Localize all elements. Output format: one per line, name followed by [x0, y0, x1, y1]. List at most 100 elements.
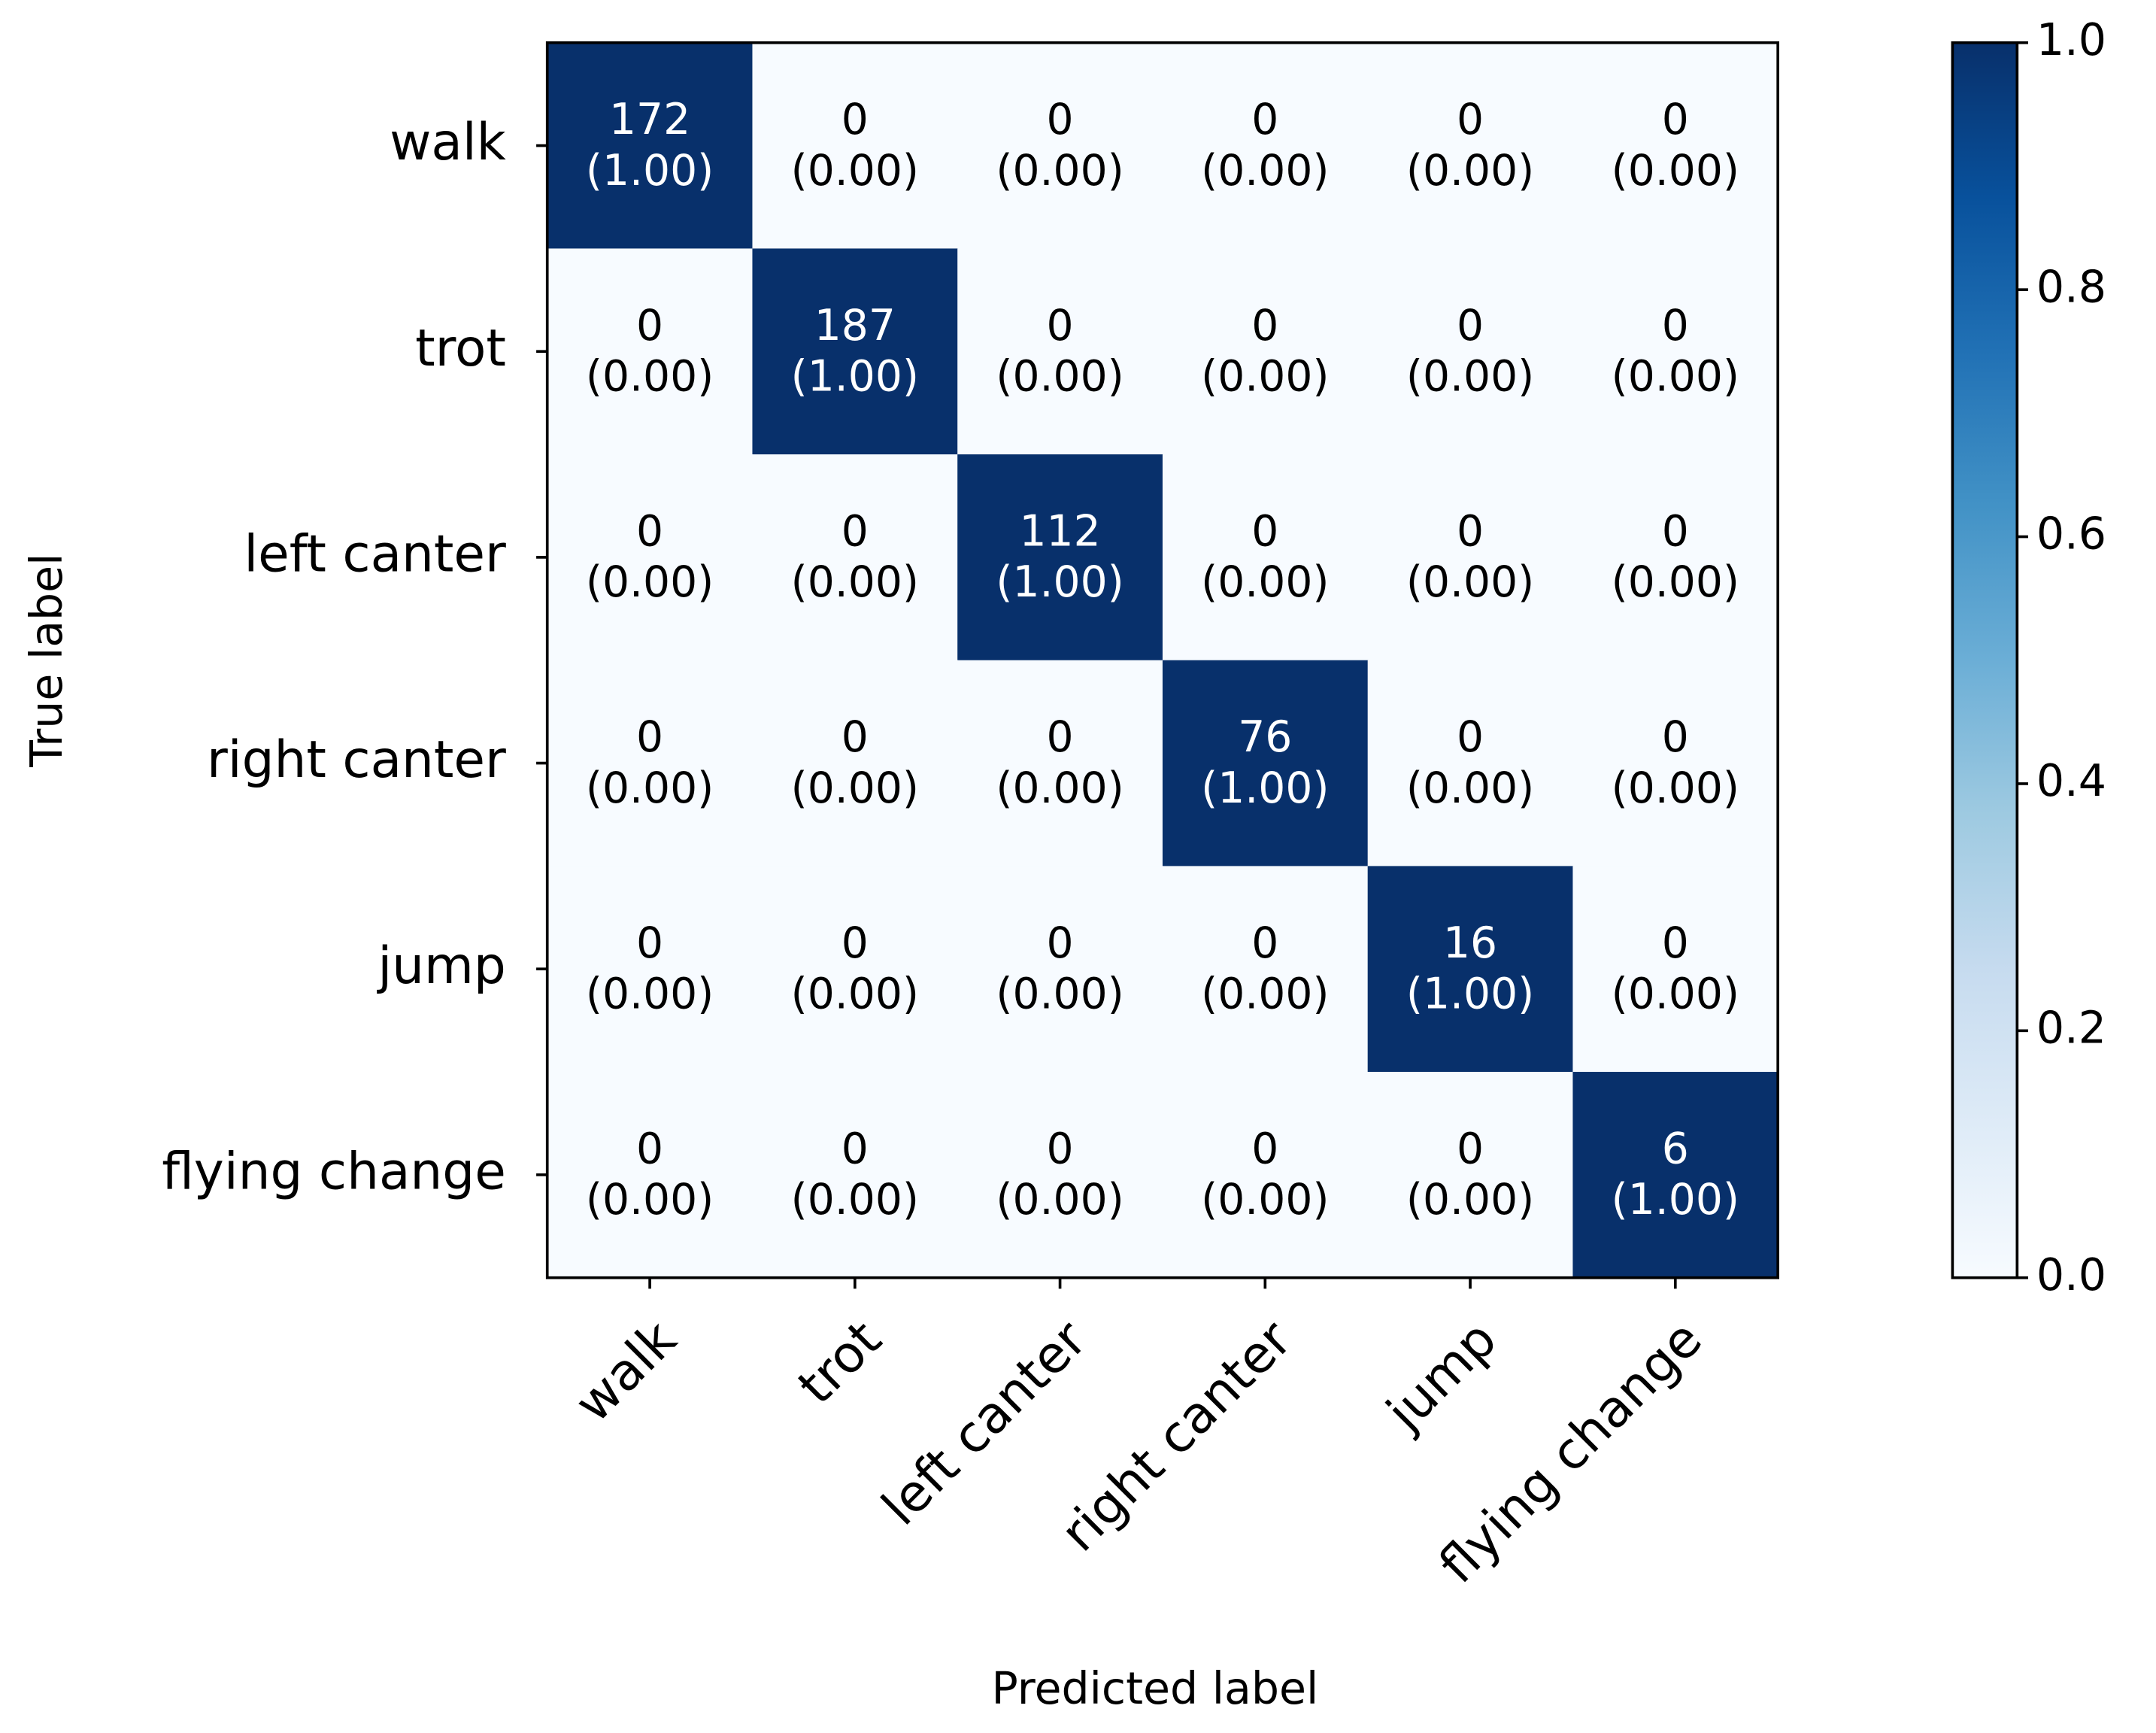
cell-value-label: (0.00): [1612, 763, 1739, 813]
cell-count: 0: [1251, 301, 1278, 351]
cell-count: 0: [1457, 301, 1484, 351]
cell-count: 0: [636, 712, 663, 762]
cell-value-label: (0.00): [1612, 557, 1739, 607]
cell-value-label: (0.00): [791, 763, 919, 813]
cell-count: 0: [1251, 506, 1278, 556]
y-tick-label: left canter: [244, 524, 506, 583]
colorbar-tick-label: 1.0: [2036, 14, 2106, 65]
cell-value-label: (0.00): [1201, 557, 1329, 607]
cell-count: 0: [1047, 1124, 1074, 1173]
cell-count: 0: [1047, 301, 1074, 351]
cell-count: 0: [1662, 506, 1689, 556]
cell-value-label: (1.00): [791, 351, 919, 401]
cell-value-label: (0.00): [791, 146, 919, 196]
cell: [957, 454, 1163, 661]
y-axis-label: True label: [21, 554, 72, 768]
cell-count: 0: [1047, 95, 1074, 144]
cell-count: 0: [841, 506, 869, 556]
cell: [1162, 660, 1369, 867]
cell-count: 0: [1662, 301, 1689, 351]
cell-value-label: (0.00): [1612, 146, 1739, 196]
colorbar-tick-label: 0.6: [2036, 508, 2106, 560]
cell-value-label: (1.00): [586, 146, 714, 196]
cell: [957, 866, 1163, 1073]
x-tick-label: jump: [1374, 1309, 1508, 1443]
cell: [1572, 1072, 1779, 1279]
cell-count: 0: [636, 1124, 663, 1173]
cell: [957, 1072, 1163, 1279]
cell-count: 0: [1662, 918, 1689, 968]
cell-value-label: (0.00): [1406, 557, 1534, 607]
cell-value-label: (0.00): [791, 557, 919, 607]
cell-value-label: (0.00): [1201, 146, 1329, 196]
x-tick-label: walk: [563, 1309, 687, 1433]
cell: [752, 660, 959, 867]
cell: [1367, 866, 1574, 1073]
cell-value-label: (1.00): [1201, 763, 1329, 813]
y-tick-label: flying change: [162, 1141, 506, 1200]
cell: [1367, 454, 1574, 661]
cell-count: 0: [841, 918, 869, 968]
cell-value-label: (0.00): [586, 557, 714, 607]
x-tick-label: trot: [787, 1309, 893, 1415]
cell-value-label: (0.00): [791, 969, 919, 1018]
cell: [1367, 248, 1574, 455]
cell-count: 6: [1662, 1124, 1689, 1173]
cell-count: 172: [609, 95, 690, 144]
cell-value-label: (0.00): [996, 1175, 1123, 1225]
cell-value-label: (1.00): [1612, 1175, 1739, 1225]
colorbar-tick-label: 0.2: [2036, 1002, 2106, 1053]
cell: [1572, 248, 1779, 455]
colorbar: [1951, 41, 2019, 1279]
cell-count: 16: [1443, 918, 1497, 968]
colorbar-tick-label: 0.8: [2036, 261, 2106, 312]
cell-value-label: (0.00): [996, 146, 1123, 196]
cell: [547, 248, 754, 455]
cell: [1162, 1072, 1369, 1279]
cell-value-label: (1.00): [996, 557, 1123, 607]
cell: [1572, 866, 1779, 1073]
cell: [1367, 42, 1574, 250]
cell: [1162, 248, 1369, 455]
y-tick-label: trot: [415, 318, 506, 378]
cell-count: 0: [636, 506, 663, 556]
cell-count: 0: [1047, 918, 1074, 968]
cell: [752, 42, 959, 250]
plot-frame: [545, 41, 1780, 1279]
cell-count: 0: [1457, 95, 1484, 144]
cell-count: 0: [1047, 712, 1074, 762]
cell-value-label: (0.00): [791, 1175, 919, 1225]
cell-value-label: (1.00): [1406, 969, 1534, 1018]
cell-count: 0: [1251, 918, 1278, 968]
cell-value-label: (0.00): [586, 969, 714, 1018]
cell-value-label: (0.00): [586, 351, 714, 401]
cell-count: 0: [1457, 712, 1484, 762]
cell-value-label: (0.00): [586, 1175, 714, 1225]
cell: [1162, 454, 1369, 661]
colorbar-tick-label: 0.0: [2036, 1249, 2106, 1301]
cell-count: 0: [1457, 506, 1484, 556]
x-axis-label: Predicted label: [992, 1663, 1319, 1714]
cell: [1572, 42, 1779, 250]
cell-count: 112: [1019, 506, 1100, 556]
cell: [1572, 454, 1779, 661]
cell-value-label: (0.00): [1201, 1175, 1329, 1225]
cell: [752, 866, 959, 1073]
cell: [957, 42, 1163, 250]
cell-count: 0: [636, 301, 663, 351]
cell-value-label: (0.00): [586, 763, 714, 813]
cell-value-label: (0.00): [996, 351, 1123, 401]
cell-count: 0: [1251, 95, 1278, 144]
cell: [752, 454, 959, 661]
cell: [752, 1072, 959, 1279]
cell: [547, 660, 754, 867]
cell: [957, 660, 1163, 867]
cell-count: 76: [1238, 712, 1292, 762]
cell-count: 0: [1251, 1124, 1278, 1173]
cell-count: 0: [636, 918, 663, 968]
cell-value-label: (0.00): [1406, 763, 1534, 813]
y-tick-label: walk: [390, 112, 506, 171]
cell: [1367, 1072, 1574, 1279]
cell-value-label: (0.00): [1201, 969, 1329, 1018]
